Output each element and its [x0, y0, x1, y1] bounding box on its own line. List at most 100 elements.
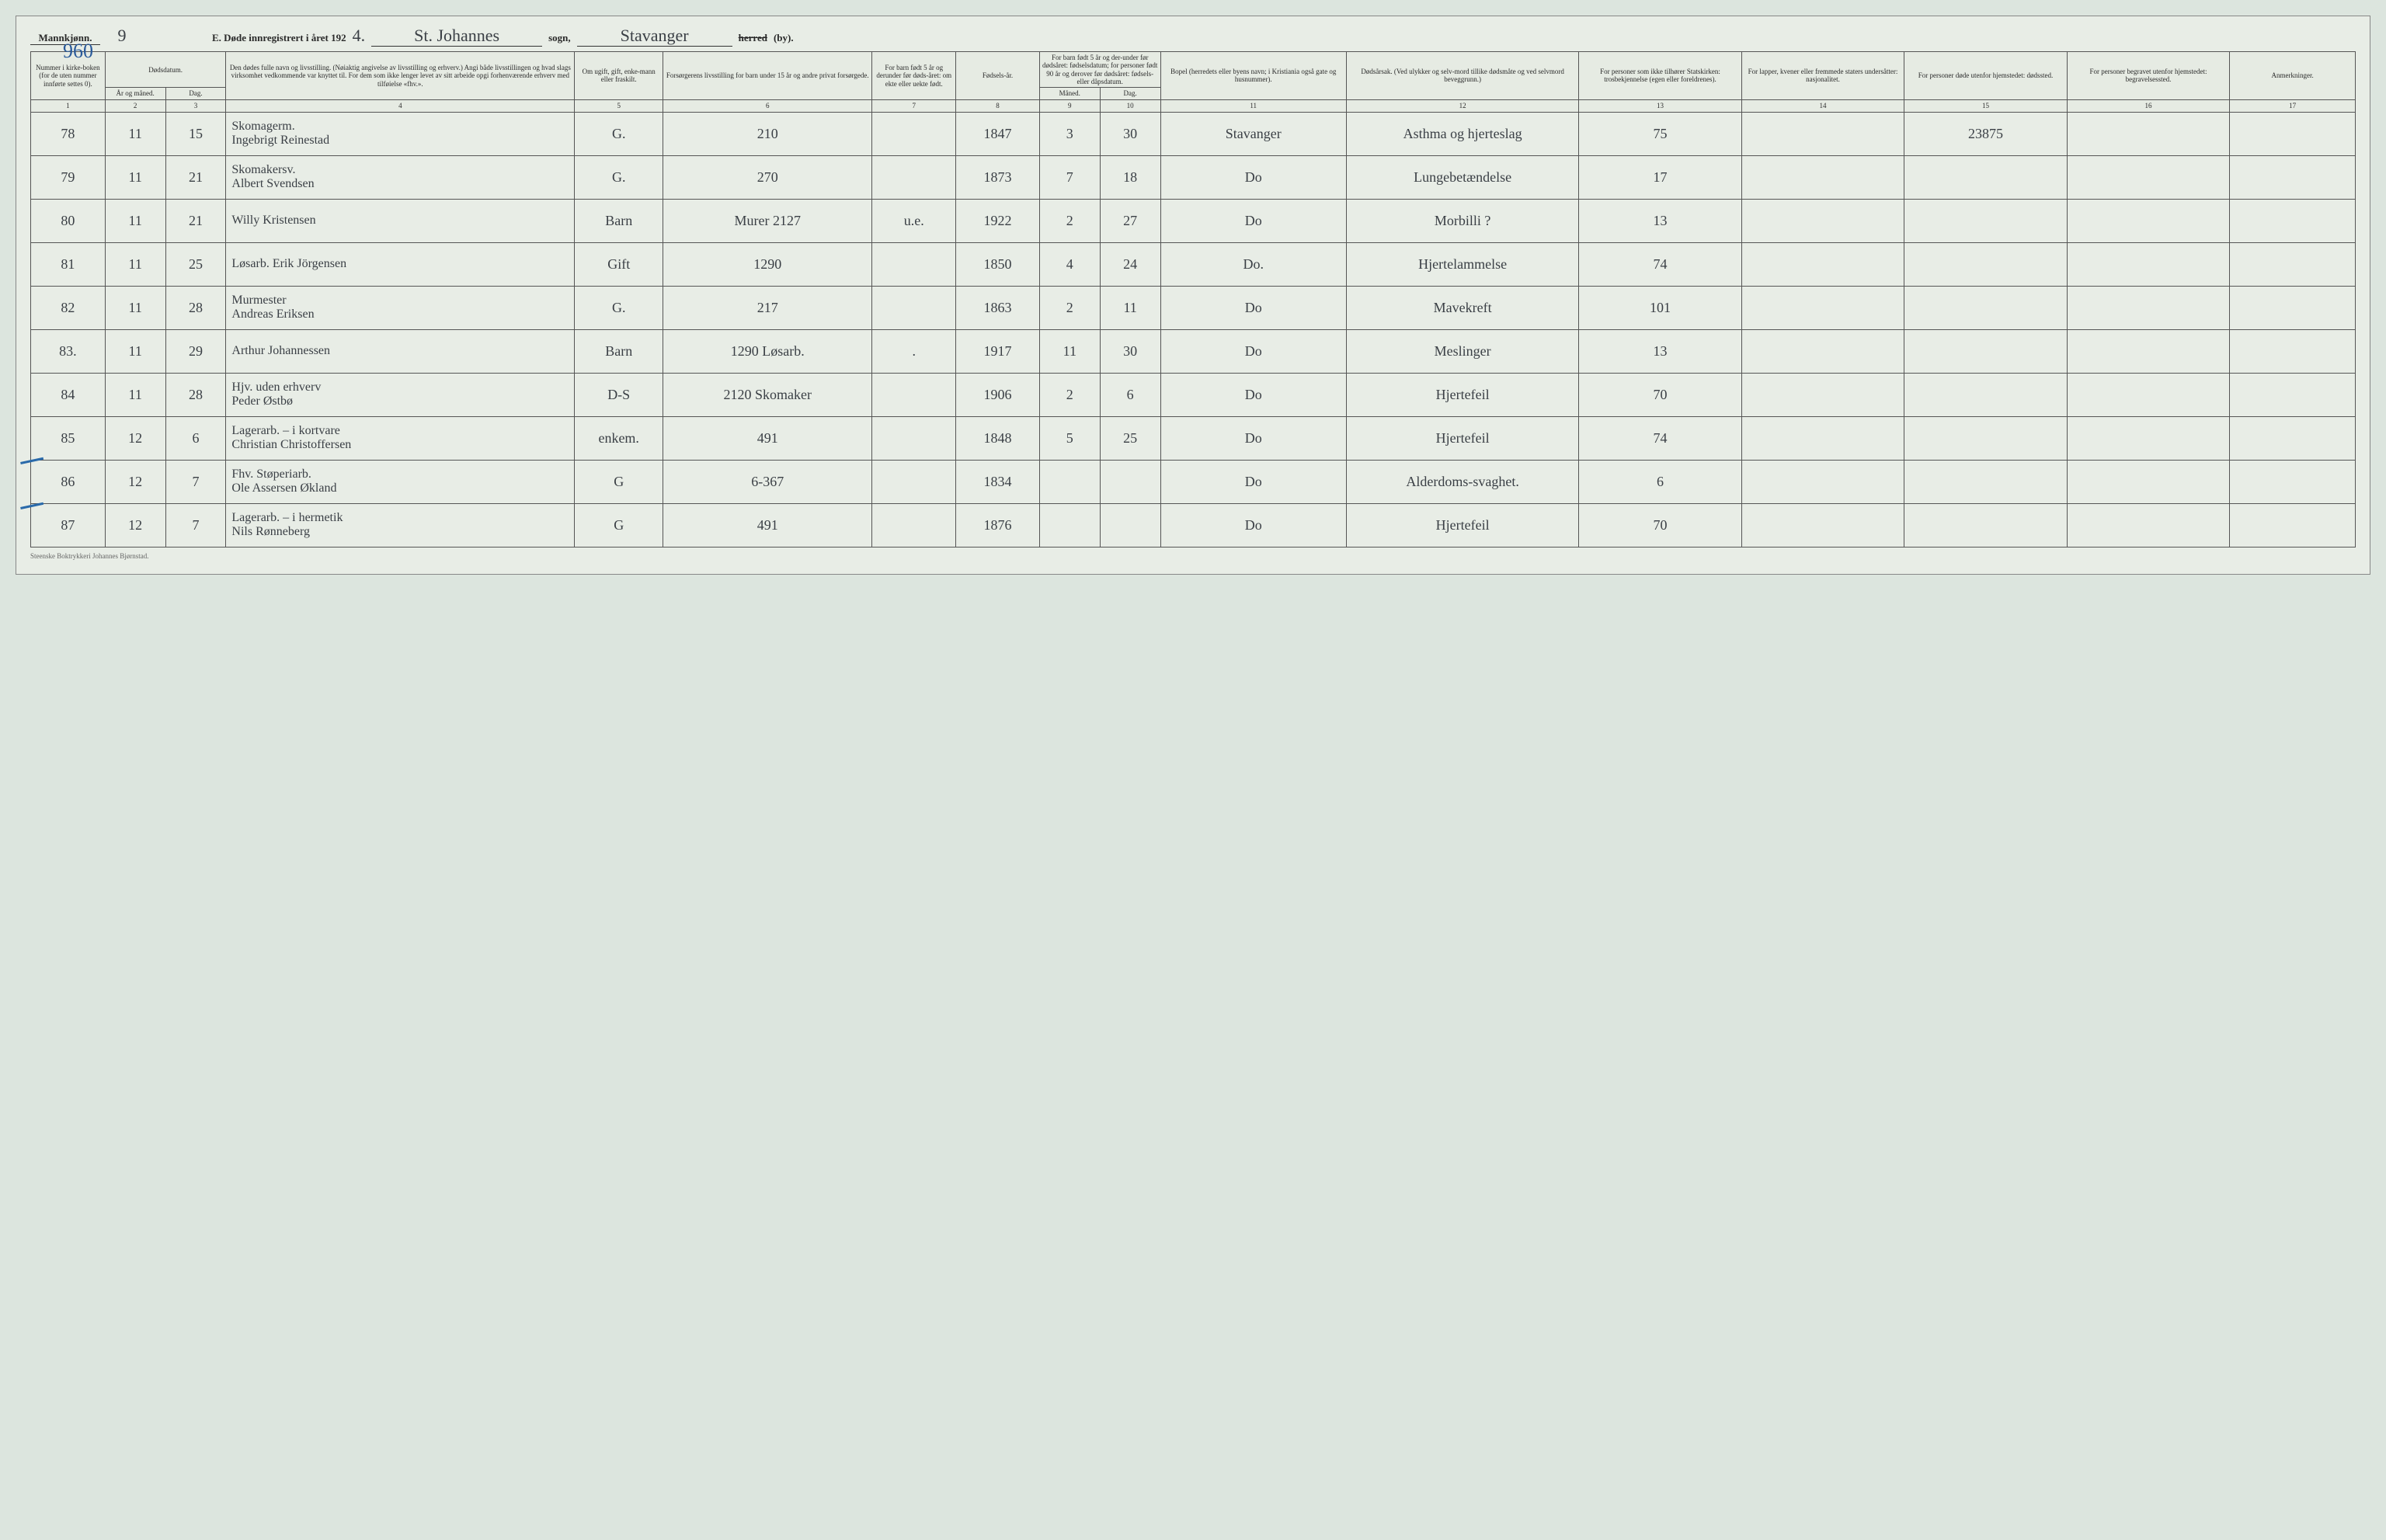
- legitimacy: [872, 416, 956, 460]
- colnum: 5: [575, 99, 663, 112]
- birth-year: 1848: [956, 416, 1040, 460]
- birth-day: 25: [1100, 416, 1160, 460]
- death-day: 7: [165, 460, 226, 503]
- col13: 74: [1579, 242, 1742, 286]
- col17: [2230, 460, 2356, 503]
- marital-status-value: enkem.: [598, 430, 638, 446]
- provider: 1290 Løsarb.: [663, 329, 872, 373]
- birth-year-value: 1876: [984, 517, 1012, 533]
- death-month-value: 12: [128, 430, 142, 446]
- birth-month: [1039, 460, 1100, 503]
- table-row: 801121Willy KristensenBarnMurer 2127u.e.…: [31, 199, 2356, 242]
- marital-status-value: D-S: [607, 387, 630, 402]
- col14: [1741, 329, 1904, 373]
- marital-status-value: G: [614, 517, 624, 533]
- birth-day: 6: [1100, 373, 1160, 416]
- col16: [2067, 503, 2230, 547]
- provider: 1290: [663, 242, 872, 286]
- col17: [2230, 329, 2356, 373]
- residence: Do: [1160, 329, 1346, 373]
- provider: Murer 2127: [663, 199, 872, 242]
- entry-no: 82: [31, 286, 106, 329]
- birth-day: 24: [1100, 242, 1160, 286]
- birth-year: 1876: [956, 503, 1040, 547]
- birth-year-value: 1917: [984, 343, 1012, 359]
- birth-month: 3: [1039, 112, 1100, 155]
- hdr-c12: Dødsårsak. (Ved ulykker og selv-mord til…: [1346, 52, 1578, 100]
- hdr-c15: For personer døde utenfor hjemstedet: dø…: [1904, 52, 2068, 100]
- name-occupation-value: Arthur Johannessen: [228, 344, 572, 358]
- col16: [2067, 460, 2230, 503]
- col13-value: 13: [1654, 213, 1668, 228]
- col13-value: 70: [1654, 517, 1668, 533]
- provider: 210: [663, 112, 872, 155]
- name-occupation-value: Lagerarb. – i kortvare Christian Christo…: [228, 424, 572, 452]
- col17: [2230, 112, 2356, 155]
- death-day-value: 29: [189, 343, 203, 359]
- residence-value: Do: [1245, 169, 1262, 185]
- col16: [2067, 373, 2230, 416]
- name-occupation-value: Willy Kristensen: [228, 214, 572, 228]
- cause-of-death: Lungebetændelse: [1346, 155, 1578, 199]
- death-day-value: 7: [192, 517, 199, 533]
- name-occupation-value: Hjv. uden erhverv Peder Østbø: [228, 381, 572, 408]
- hdr-c10: Dag.: [1100, 88, 1160, 99]
- cause-of-death-value: Hjertefeil: [1436, 387, 1490, 402]
- col17: [2230, 199, 2356, 242]
- marital-status: Barn: [575, 329, 663, 373]
- table-row: 821128Murmester Andreas EriksenG.2171863…: [31, 286, 2356, 329]
- provider: 491: [663, 416, 872, 460]
- col14: [1741, 286, 1904, 329]
- birth-year: 1863: [956, 286, 1040, 329]
- table-row: 83. 11 29 Arthur JohannessenBarn1290 Løsarb…: [31, 329, 2356, 373]
- hdr-c5: Om ugift, gift, enke-mann eller fraskilt…: [575, 52, 663, 100]
- name-occupation-value: Løsarb. Erik Jörgensen: [228, 257, 572, 271]
- col14: [1741, 416, 1904, 460]
- col13: 75: [1579, 112, 1742, 155]
- marital-status: G.: [575, 286, 663, 329]
- legitimacy: [872, 286, 956, 329]
- table-row: 841128Hjv. uden erhverv Peder ØstbøD-S21…: [31, 373, 2356, 416]
- birth-month: 11: [1039, 329, 1100, 373]
- death-month: 12: [105, 460, 165, 503]
- birth-year-value: 1847: [984, 126, 1012, 141]
- death-day: 7: [165, 503, 226, 547]
- entry-no: 83.: [31, 329, 106, 373]
- birth-year-value: 1863: [984, 300, 1012, 315]
- name-occupation: Løsarb. Erik Jörgensen: [226, 242, 575, 286]
- provider-value: 491: [757, 517, 778, 533]
- birth-year: 1850: [956, 242, 1040, 286]
- death-month: 11: [105, 155, 165, 199]
- page-number: 960: [63, 40, 93, 63]
- colnum: 1: [31, 99, 106, 112]
- birth-day-value: 6: [1127, 387, 1134, 402]
- death-day: 15: [165, 112, 226, 155]
- birth-month-value: 4: [1066, 256, 1073, 272]
- colnum: 6: [663, 99, 872, 112]
- birth-month-value: 7: [1066, 169, 1073, 185]
- provider-value: Murer 2127: [735, 213, 801, 228]
- cause-of-death: Hjertefeil: [1346, 373, 1578, 416]
- col16: [2067, 329, 2230, 373]
- marital-status: G: [575, 460, 663, 503]
- name-occupation: Murmester Andreas Eriksen: [226, 286, 575, 329]
- birth-month-value: 2: [1066, 300, 1073, 315]
- legitimacy: [872, 503, 956, 547]
- col13: 70: [1579, 373, 1742, 416]
- residence-value: Do: [1245, 300, 1262, 315]
- birth-day-value: 11: [1123, 300, 1136, 315]
- legitimacy: u.e.: [872, 199, 956, 242]
- provider-value: 6-367: [751, 474, 784, 489]
- cause-of-death: Alderdoms-svaghet.: [1346, 460, 1578, 503]
- cause-of-death: Mavekreft: [1346, 286, 1578, 329]
- birth-year: 1917: [956, 329, 1040, 373]
- colnum: 8: [956, 99, 1040, 112]
- residence-value: Do: [1245, 343, 1262, 359]
- colnum: 13: [1579, 99, 1742, 112]
- col15: [1904, 286, 2068, 329]
- death-month-value: 11: [129, 387, 142, 402]
- entry-no: 81: [31, 242, 106, 286]
- entry-no-value: 82: [61, 300, 75, 315]
- table-head: Nummer i kirke-boken (for de uten nummer…: [31, 52, 2356, 113]
- death-month-value: 12: [128, 474, 142, 489]
